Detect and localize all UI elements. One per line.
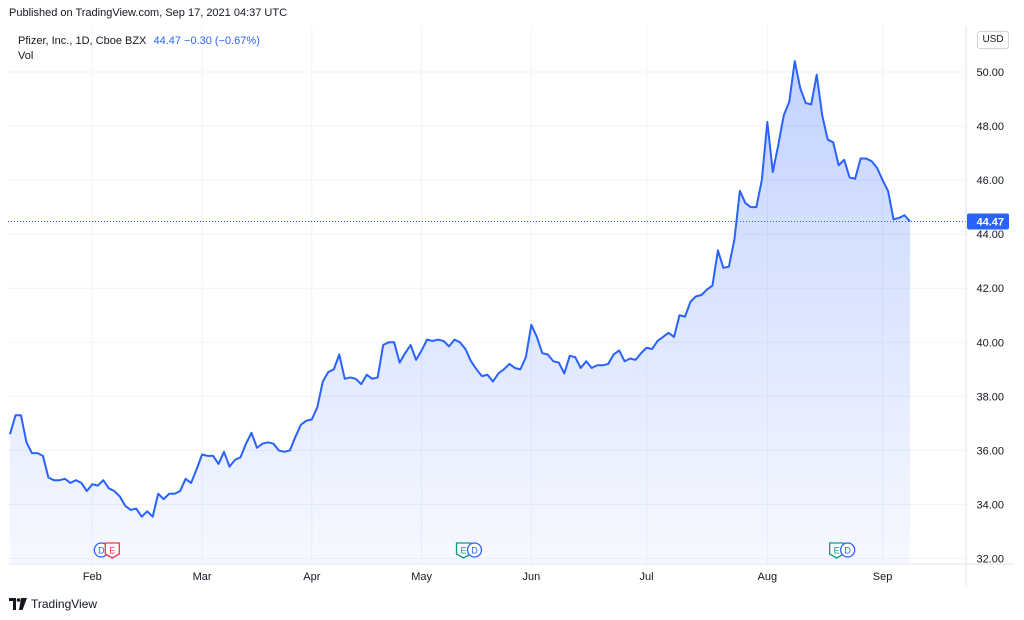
price-series [9,60,911,518]
event-marker-label: E [461,546,467,556]
y-tick-label: 50.00 [976,67,1004,79]
tradingview-logo-icon [9,598,27,610]
event-marker-label: D [844,546,851,556]
y-tick-label: 46.00 [976,175,1004,187]
area-fill-shape [10,61,910,565]
x-tick-label: May [411,571,432,583]
last-price-label: 44.47 [976,216,1004,228]
y-tick-label: 32.00 [976,554,1004,566]
x-tick-label: Jul [640,571,654,583]
earnings-marker-shape [104,542,120,559]
footer-branding: TradingView [9,597,97,611]
dividend-marker[interactable]: D [840,542,856,558]
price-line [9,60,911,518]
last-price-line: 44.47 [8,213,1009,230]
earnings-marker-shape [829,542,845,559]
area-fill [10,61,910,565]
time-axis[interactable]: Feb Mar Apr May Jun Jul Aug Sep [8,563,1014,583]
price-axis[interactable]: 32.00 34.00 36.00 38.00 40.00 42.00 44.00 46.00… [965,26,1004,586]
event-marker-label: D [471,546,478,556]
earnings-marker[interactable]: E [455,542,472,559]
x-tick-label: Sep [873,571,893,583]
x-tick-label: Apr [303,571,320,583]
event-marker-label: E [109,546,115,556]
volume-label[interactable]: Vol [18,50,34,62]
dividend-marker[interactable]: D [466,542,483,558]
x-tick-label: Aug [758,571,778,583]
y-tick-label: 40.00 [976,337,1004,349]
price-chart[interactable]: 44.47 32.00 34.00 36.00 38.00 40.00 42.00 44.0… [8,26,1014,586]
y-tick-label: 34.00 [976,500,1004,512]
currency-button[interactable]: USD [977,31,1009,49]
chart-legend: Pfizer, Inc., 1D, Cboe BZX 44.47 −0.30 (… [18,34,260,64]
event-marker-label: D [98,546,105,556]
x-tick-label: Jun [522,571,540,583]
y-tick-label: 36.00 [976,445,1004,457]
last-price-tag [967,213,1009,230]
earnings-marker[interactable]: E [829,542,845,559]
dividend-marker-circle [466,542,483,558]
earnings-marker-shape [455,542,472,559]
event-marker-label: E [834,546,840,556]
footer-brand-text: TradingView [31,597,98,611]
y-tick-label: 42.00 [976,283,1004,295]
y-tick-label: 44.00 [976,229,1004,241]
symbol-price-change: 44.47 −0.30 (−0.67%) [153,35,260,47]
symbol-title[interactable]: Pfizer, Inc., 1D, Cboe BZX [18,35,147,47]
y-tick-label: 48.00 [976,121,1004,133]
y-tick-label: 38.00 [976,391,1004,403]
published-note: Published on TradingView.com, Sep 17, 20… [9,7,288,19]
dividend-marker-circle [840,542,856,558]
earnings-marker[interactable]: E [104,542,120,559]
x-tick-label: Feb [83,571,102,583]
x-tick-label: Mar [193,571,212,583]
